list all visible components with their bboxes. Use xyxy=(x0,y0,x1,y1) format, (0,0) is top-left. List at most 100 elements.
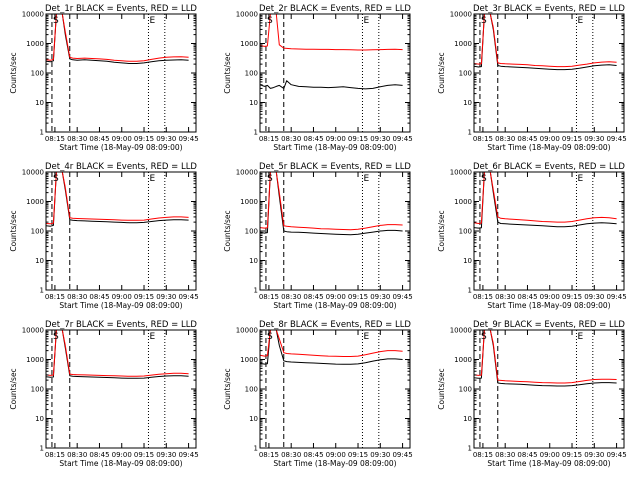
marker-label: E xyxy=(149,332,155,342)
x-tick-label: 08:45 xyxy=(517,293,537,301)
plot-area xyxy=(46,172,189,290)
marker-label: E xyxy=(363,174,369,184)
x-tick-label: 09:30 xyxy=(370,135,390,143)
x-tick-label: 09:30 xyxy=(584,135,604,143)
x-tick-label: 09:45 xyxy=(392,451,412,459)
y-tick-label: 10 xyxy=(35,99,44,107)
plot-frame xyxy=(473,329,625,449)
y-axis-label: Counts/sec xyxy=(437,52,446,93)
plot-frame xyxy=(45,171,197,291)
x-tick-label: 09:15 xyxy=(348,293,368,301)
x-axis-label: Start Time (18-May-09 08:09:00) xyxy=(487,143,610,152)
x-tick-label: 08:15 xyxy=(259,293,279,301)
plot-frame xyxy=(45,329,197,449)
series-line-lld xyxy=(474,330,617,384)
y-tick-label: 1000 xyxy=(26,40,44,48)
panel-9: Det_9r BLACK = Events, RED = LLD S E 1 10 100… xyxy=(437,320,627,468)
y-tick-label: 1 xyxy=(40,129,44,137)
series-line-events xyxy=(46,330,189,379)
marker-label: E xyxy=(149,174,155,184)
series-line-lld xyxy=(46,330,189,377)
x-tick-label: 09:45 xyxy=(606,451,626,459)
x-tick-label: 09:00 xyxy=(112,135,132,143)
series-line-events xyxy=(46,14,189,64)
series-line-events xyxy=(474,330,617,387)
y-tick-label: 1 xyxy=(468,445,472,453)
y-axis-label: Counts/sec xyxy=(223,210,232,251)
x-tick-label: 09:45 xyxy=(178,451,198,459)
y-tick-label: 1 xyxy=(468,287,472,295)
y-axis-label: Counts/sec xyxy=(9,368,18,409)
series-line-lld xyxy=(46,14,189,62)
panel-8: Det_8r BLACK = Events, RED = LLD S E 1 10 100… xyxy=(223,320,413,468)
x-tick-label: 09:15 xyxy=(348,451,368,459)
y-axis-label: Counts/sec xyxy=(437,368,446,409)
panel-title: Det_6r BLACK = Events, RED = LLD xyxy=(473,162,625,172)
x-tick-label: 09:30 xyxy=(156,135,176,143)
x-tick-label: 09:15 xyxy=(562,293,582,301)
x-tick-label: 09:15 xyxy=(348,135,368,143)
x-tick-label: 08:30 xyxy=(67,293,87,301)
y-tick-label: 1000 xyxy=(240,40,258,48)
y-tick-label: 10000 xyxy=(236,327,258,335)
x-tick-label: 08:15 xyxy=(45,293,65,301)
series-line-lld xyxy=(46,172,189,225)
x-tick-label: 08:15 xyxy=(45,451,65,459)
marker-label: E xyxy=(577,16,583,26)
x-tick-label: 08:45 xyxy=(517,451,537,459)
y-tick-label: 10 xyxy=(249,415,258,423)
x-tick-label: 08:30 xyxy=(281,293,301,301)
y-tick-label: 10000 xyxy=(22,169,44,177)
y-tick-label: 100 xyxy=(459,228,472,236)
panel-title: Det_2r BLACK = Events, RED = LLD xyxy=(259,4,411,14)
y-tick-label: 1000 xyxy=(240,198,258,206)
y-tick-label: 10000 xyxy=(22,11,44,19)
x-tick-label: 08:45 xyxy=(303,293,323,301)
plot-frame xyxy=(259,171,411,291)
x-tick-label: 09:15 xyxy=(134,451,154,459)
marker-label: S xyxy=(267,332,273,342)
plot-area xyxy=(474,330,617,448)
x-tick-label: 09:15 xyxy=(134,293,154,301)
x-tick-label: 08:15 xyxy=(473,293,493,301)
y-tick-label: 10000 xyxy=(450,327,472,335)
y-tick-label: 1 xyxy=(254,129,258,137)
x-tick-label: 08:45 xyxy=(517,135,537,143)
panel-7: Det_7r BLACK = Events, RED = LLD S E 1 10 100… xyxy=(9,320,199,468)
panel-1: Det_1r BLACK = Events, RED = LLD S E 1 10 100… xyxy=(9,4,199,152)
panel-3: Det_3r BLACK = Events, RED = LLD S E 1 10 100… xyxy=(437,4,627,152)
panel-title: Det_1r BLACK = Events, RED = LLD xyxy=(45,4,197,14)
x-tick-label: 09:45 xyxy=(606,293,626,301)
x-axis-label: Start Time (18-May-09 08:09:00) xyxy=(59,143,182,152)
x-tick-label: 09:00 xyxy=(540,293,560,301)
plot-area xyxy=(260,172,403,290)
y-tick-label: 10 xyxy=(463,415,472,423)
y-tick-label: 1000 xyxy=(454,198,472,206)
x-tick-label: 09:45 xyxy=(178,293,198,301)
panel-title: Det_9r BLACK = Events, RED = LLD xyxy=(473,320,625,330)
plot-area xyxy=(46,14,189,132)
panel-title: Det_3r BLACK = Events, RED = LLD xyxy=(473,4,625,14)
series-line-lld xyxy=(474,172,617,224)
x-tick-label: 08:45 xyxy=(89,451,109,459)
x-tick-label: 09:30 xyxy=(584,293,604,301)
panel-5: Det_5r BLACK = Events, RED = LLD S E 1 10 100… xyxy=(223,162,413,310)
x-tick-label: 09:00 xyxy=(540,135,560,143)
y-tick-label: 1 xyxy=(254,445,258,453)
panel-6: Det_6r BLACK = Events, RED = LLD S E 1 10 100… xyxy=(437,162,627,310)
y-tick-label: 10 xyxy=(35,257,44,265)
y-tick-label: 10 xyxy=(249,99,258,107)
x-tick-label: 09:30 xyxy=(370,451,390,459)
y-axis-label: Counts/sec xyxy=(9,52,18,93)
x-tick-label: 09:15 xyxy=(562,451,582,459)
x-axis-label: Start Time (18-May-09 08:09:00) xyxy=(487,459,610,468)
y-tick-label: 1 xyxy=(468,129,472,137)
y-axis-label: Counts/sec xyxy=(223,368,232,409)
y-tick-label: 100 xyxy=(31,386,44,394)
series-line-events xyxy=(260,172,403,236)
y-tick-label: 100 xyxy=(31,70,44,78)
marker-label: S xyxy=(267,16,273,26)
panel-title: Det_7r BLACK = Events, RED = LLD xyxy=(45,320,197,330)
y-axis-label: Counts/sec xyxy=(9,210,18,251)
y-tick-label: 10000 xyxy=(450,169,472,177)
